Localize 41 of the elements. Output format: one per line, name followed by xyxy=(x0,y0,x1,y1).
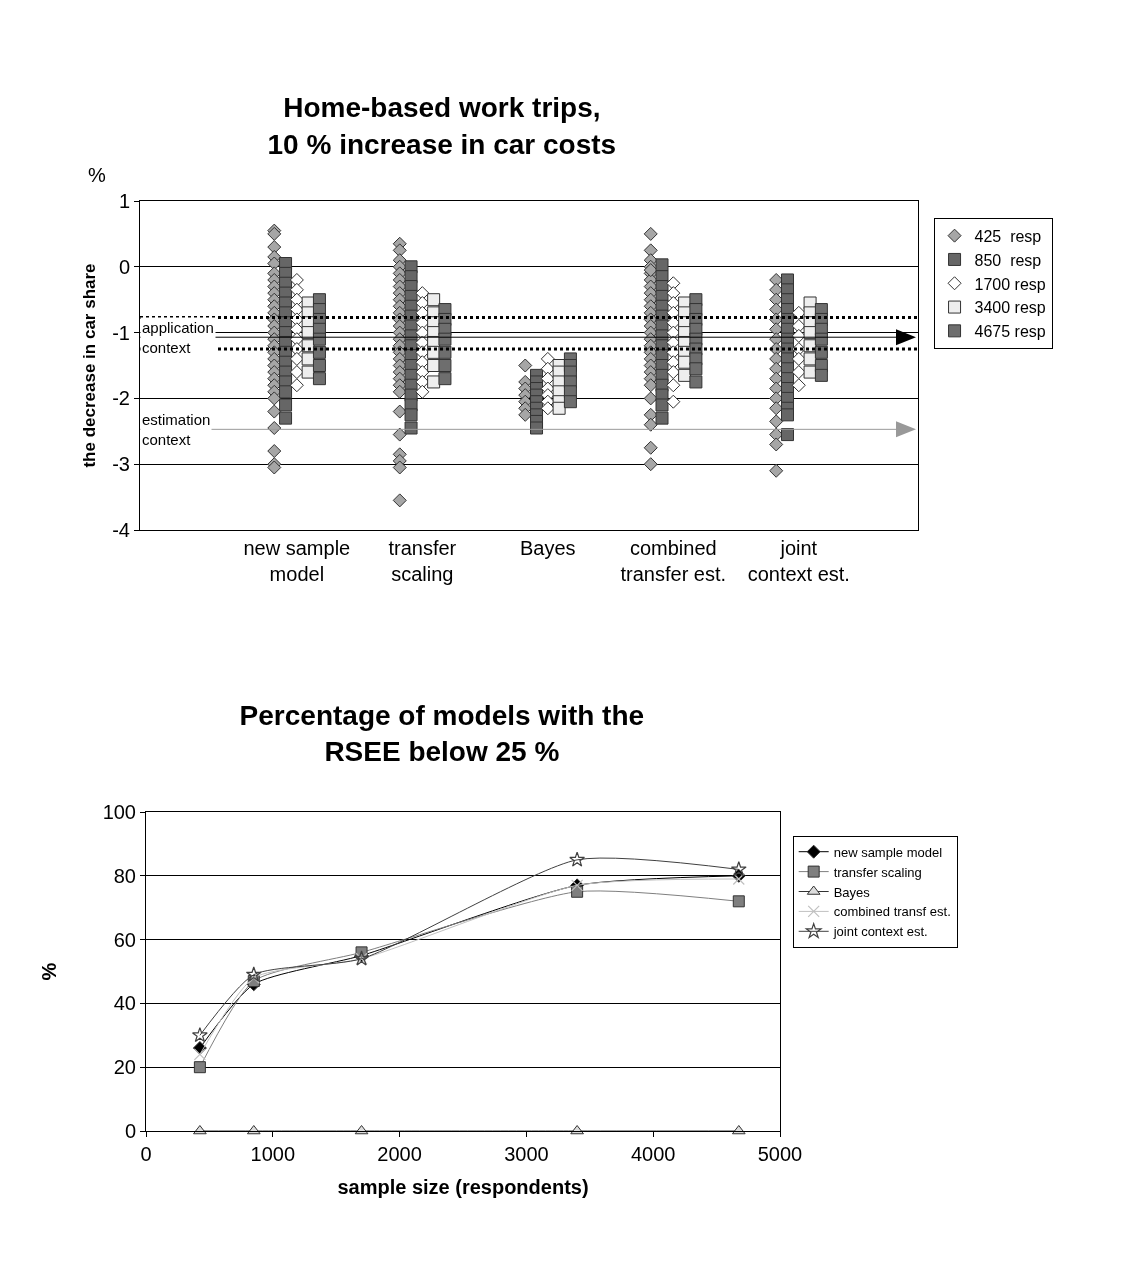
chart-title: Home-based work trips, 10 % increase in car costs xyxy=(267,92,617,160)
legend-label: 425 resp xyxy=(974,227,1042,245)
y-tick-label: -3 xyxy=(112,453,130,476)
x-tick-label: 1000 xyxy=(250,1143,296,1165)
y-axis-title: the decrease in car share xyxy=(79,263,99,468)
y-tick-label: -4 xyxy=(112,519,130,541)
y-tick-label: 60 xyxy=(113,928,136,951)
x-tick-label: joint context est. xyxy=(747,537,850,585)
y-tick-label: 100 xyxy=(102,801,136,823)
x-tick-label: Bayes xyxy=(520,537,576,559)
text: % xyxy=(88,164,106,186)
x-tick-label: new sample model xyxy=(243,537,351,585)
x-tick-label: 0 xyxy=(140,1143,152,1165)
legend-label: transfer scaling xyxy=(833,864,922,880)
legend-label: combined transf est. xyxy=(833,904,951,920)
legend-label: joint context est. xyxy=(832,924,928,940)
y-tick-label: 1 xyxy=(118,190,130,212)
chart-title: Percentage of models with the RSEE below 25 % xyxy=(239,699,645,768)
y-tick-label: 40 xyxy=(113,992,136,1015)
ref-line-label: estimation context xyxy=(142,411,211,448)
legend-label: Bayes xyxy=(833,884,871,900)
x-tick-label: 2000 xyxy=(377,1143,422,1165)
y-tick-label: 0 xyxy=(118,255,130,278)
legend-label: 850 resp xyxy=(974,251,1042,269)
y-tick-label: 0 xyxy=(124,1120,136,1142)
y-tick-label: 20 xyxy=(113,1056,136,1079)
x-tick-label: combined transfer est. xyxy=(620,537,727,585)
x-tick-label: 4000 xyxy=(630,1143,676,1165)
ref-line-label: application context xyxy=(142,319,214,356)
y-tick-label: 80 xyxy=(113,864,136,887)
legend-label: 3400 resp xyxy=(974,299,1046,317)
x-tick-label: 3000 xyxy=(504,1143,549,1165)
legend-label: 1700 resp xyxy=(974,275,1046,293)
legend-label: new sample model xyxy=(833,844,943,860)
x-tick-label: 5000 xyxy=(757,1143,803,1165)
legend-label: 4675 resp xyxy=(974,323,1046,341)
y-tick-label: -2 xyxy=(112,387,130,410)
y-tick-label: -1 xyxy=(112,321,130,344)
y-axis-title: % xyxy=(38,962,61,981)
x-axis-title: sample size (respondents) xyxy=(337,1175,589,1198)
x-tick-label: transfer scaling xyxy=(388,537,457,585)
